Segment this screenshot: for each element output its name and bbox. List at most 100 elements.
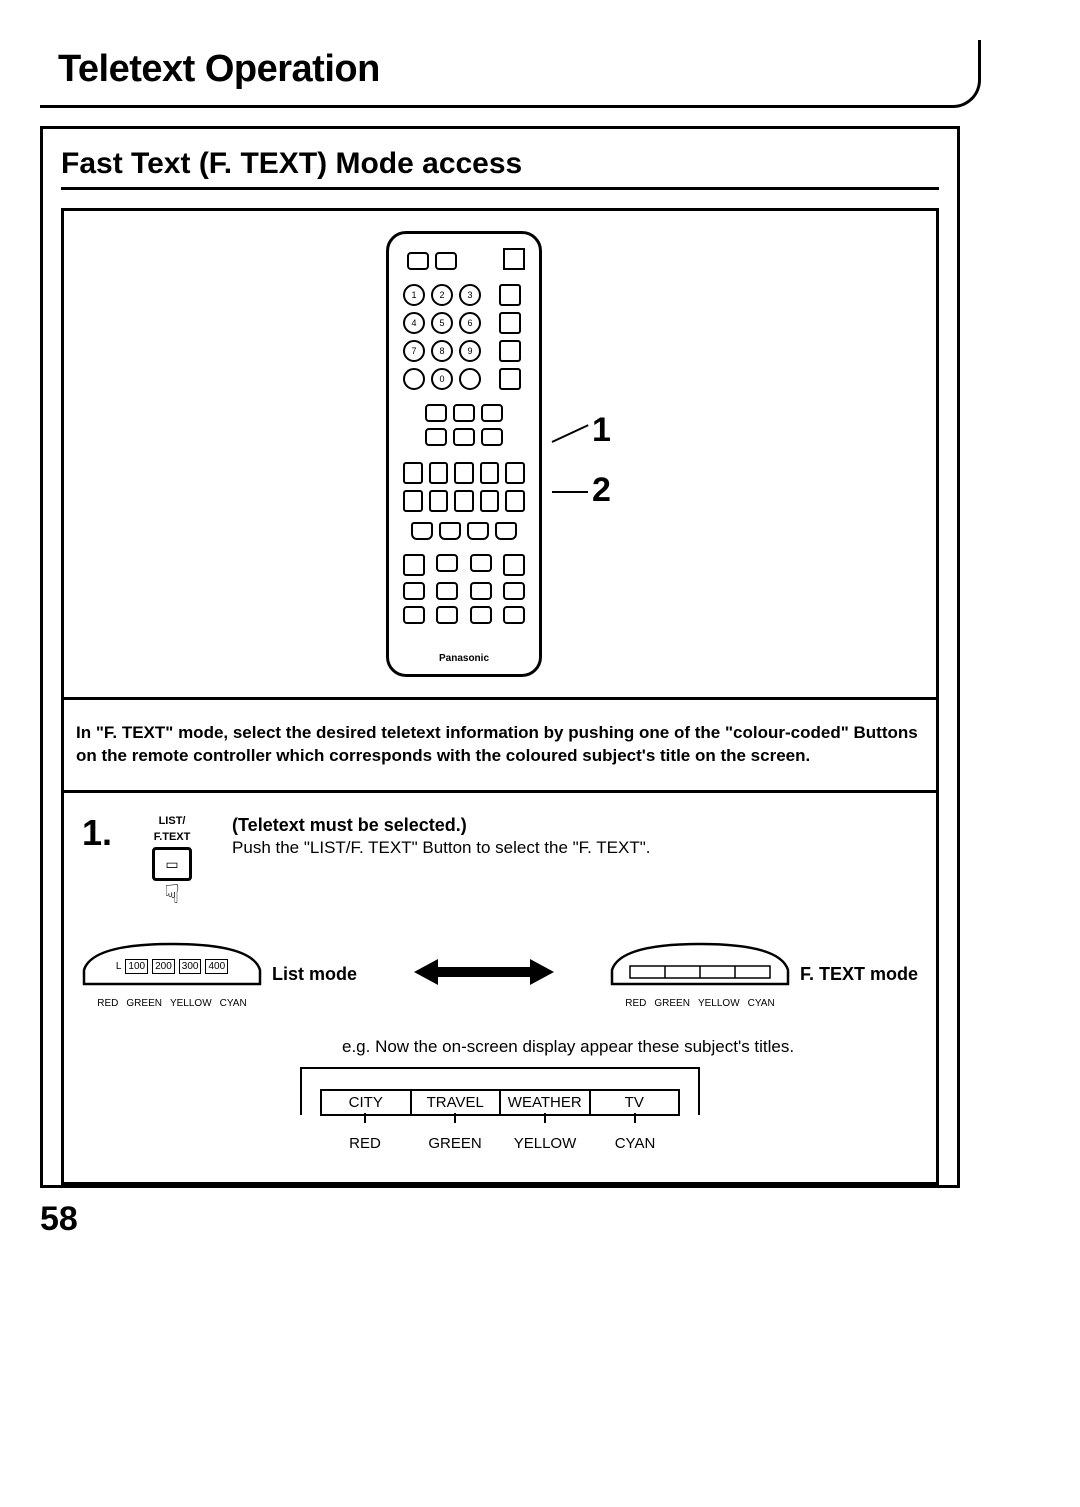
digit-button-icon: 7 [403,340,425,362]
color-label: CYAN [748,998,775,1009]
subject-color-labels: RED GREEN YELLOW CYAN [320,1135,680,1152]
color-label: GREEN [126,998,162,1009]
teletext-button-icon [480,462,500,484]
step-heading: (Teletext must be selected.) [232,815,918,836]
ftext-mode-label: F. TEXT mode [800,964,918,985]
subject-cell: TV [591,1089,681,1116]
remote-illustration-panel: 1 2 3 4 5 6 7 8 9 [61,208,939,697]
small-button-icon [407,252,429,270]
green-button-icon [439,522,461,540]
vol-up-icon [499,340,521,362]
subject-cell: TRAVEL [412,1089,502,1116]
misc-button-icon [459,368,481,390]
ftext-mode-block: RED GREEN YELLOW CYAN [610,940,790,1009]
remote-control-diagram: 1 2 3 4 5 6 7 8 9 [386,231,542,677]
color-label: CYAN [220,998,247,1009]
nav-button-icon [481,404,503,422]
digit-button-icon: 5 [431,312,453,334]
mode-comparison-row: L 100 200 300 400 RED GREEN YELLOW CYAN [82,940,918,1009]
top-small-buttons [407,252,457,270]
vcr-button-icon [470,582,492,600]
color-buttons-row [403,522,525,540]
teletext-button-icon [505,462,525,484]
vcr-button-icon [403,582,425,600]
subject-color-label: CYAN [590,1135,680,1152]
vcr-button-icon [503,554,525,576]
power-button-icon [503,248,525,270]
pointing-hand-icon: ☟ [164,879,180,910]
page-number-box: 200 [152,959,175,974]
tick-mark-icon [410,1113,500,1123]
page-number: 58 [40,1200,1040,1239]
subject-cell: CITY [320,1089,412,1116]
example-text: e.g. Now the on-screen display appear th… [342,1037,918,1057]
small-button-icon [435,252,457,270]
remote-callouts: 1 2 [554,231,614,671]
step-1-box: 1. LIST/ F.TEXT ▭ ☟ (Teletext must be se… [61,790,939,1185]
nav-button-icon [481,428,503,446]
digit-button-icon: 9 [459,340,481,362]
vcr-button-icon [436,554,458,572]
nav-button-icon [453,404,475,422]
vcr-button-icon [503,582,525,600]
digit-button-icon: 6 [459,312,481,334]
vcr-button-icon [436,582,458,600]
red-button-icon [411,522,433,540]
digit-button-icon: 4 [403,312,425,334]
page-title-frame: Teletext Operation [40,40,981,108]
ftext-mode-color-labels: RED GREEN YELLOW CYAN [625,998,774,1009]
digit-button-icon: 2 [431,284,453,306]
vcr-button-icon [403,606,425,624]
cyan-button-icon [495,522,517,540]
bidirectional-arrow-icon [414,957,554,992]
vcr-button-icon [470,606,492,624]
button-label-line2: F.TEXT [154,831,191,843]
teletext-button-icon [505,490,525,512]
subject-color-label: GREEN [410,1135,500,1152]
tick-mark-icon [500,1113,590,1123]
vcr-button-icon [470,554,492,572]
list-ftext-button-icon: ▭ [152,847,192,881]
list-mode-block: L 100 200 300 400 RED GREEN YELLOW CYAN [82,940,262,1009]
page-title: Teletext Operation [58,48,978,91]
callout-number-1: 1 [592,411,611,450]
subject-cell: WEATHER [501,1089,591,1116]
tick-mark-icon [590,1113,680,1123]
vcr-button-icon [436,606,458,624]
digit-button-icon: 1 [403,284,425,306]
nav-button-icon [453,428,475,446]
nav-button-icon [425,404,447,422]
tick-mark-icon [320,1113,410,1123]
step-text: (Teletext must be selected.) Push the "L… [232,815,918,858]
digit-button-icon: 8 [431,340,453,362]
chan-down-icon [499,312,521,334]
list-mode-label: List mode [272,964,357,985]
nav-button-icon [425,428,447,446]
subject-color-label: RED [320,1135,410,1152]
main-content-box: Fast Text (F. TEXT) Mode access 1 2 3 [40,126,960,1188]
color-label: RED [625,998,646,1009]
chan-up-icon [499,284,521,306]
list-prefix: L [116,961,122,972]
teletext-button-icon [480,490,500,512]
teletext-button-icon [403,490,423,512]
teletext-button-icon [454,490,474,512]
page-number-box: 400 [205,959,228,974]
subject-color-label: YELLOW [500,1135,590,1152]
callout-line-icon [552,424,589,443]
step-number: 1. [82,815,112,851]
page-number-box: 100 [125,959,148,974]
teletext-button-icon [429,462,449,484]
yellow-button-icon [467,522,489,540]
teletext-button-icon [403,462,423,484]
step-body: Push the "LIST/F. TEXT" Button to select… [232,838,918,858]
list-mode-screen-icon: L 100 200 300 400 [82,940,262,988]
button-label-line1: LIST/ [159,815,186,827]
section-title: Fast Text (F. TEXT) Mode access [61,147,939,190]
callout-number-2: 2 [592,471,611,510]
vcr-button-icon [403,554,425,576]
color-label: RED [97,998,118,1009]
color-label: GREEN [654,998,690,1009]
vol-down-icon [499,368,521,390]
teletext-button-icon [429,490,449,512]
